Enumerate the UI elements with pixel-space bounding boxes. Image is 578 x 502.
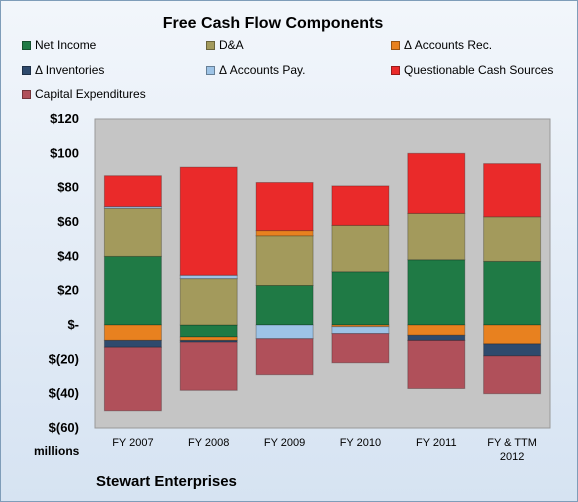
bar-segment-3-4 [407, 334, 466, 341]
bar-segment-1-0 [103, 207, 162, 257]
bar-segment-3-1 [179, 339, 238, 343]
bar-segment-6-1 [179, 341, 238, 391]
y-tick-label: $120 [50, 111, 79, 126]
legend-item-accounts-rec: Δ Accounts Rec. [391, 38, 492, 52]
legend-item-inventories: Δ Inventories [22, 63, 104, 77]
legend-label: Net Income [35, 38, 97, 52]
bar-segment-6-5 [483, 355, 542, 395]
bar-segment-1-2 [255, 235, 314, 286]
bar-segment-4-3 [331, 326, 390, 335]
legend-swatch [22, 89, 31, 99]
y-tick-label: $(20) [49, 351, 79, 366]
y-axis: $120 $100 $80 $60 $40 $20 $- $(20) $(40) $(60) [49, 111, 79, 435]
bar-segment-3-0 [103, 339, 162, 348]
bar-segment-6-4 [407, 339, 466, 389]
y-tick-label: $100 [50, 145, 79, 160]
bar-segment-2-1 [179, 336, 238, 341]
bar-segment-4-2 [255, 324, 314, 340]
bar-segment-5-5 [483, 163, 542, 218]
bar-segment-0-3 [331, 271, 390, 326]
legend-label: Questionable Cash Sources [404, 63, 554, 77]
legend-swatch [206, 65, 215, 75]
bar-segment-5-4 [407, 152, 466, 214]
chart-title: Free Cash Flow Components [162, 15, 384, 32]
legend-label: Capital Expenditures [35, 87, 146, 101]
bar-segment-6-3 [331, 333, 390, 364]
bar-segment-0-4 [407, 259, 466, 326]
bar-segment-1-5 [483, 216, 542, 262]
bar-segment-0-0 [103, 255, 162, 326]
legend-label: Δ Inventories [35, 63, 105, 77]
x-tick-label: FY 2007 [112, 437, 153, 449]
bar-segment-1-1 [179, 278, 238, 326]
x-tick-label: FY 2010 [340, 437, 381, 449]
y-tick-label: $(60) [49, 420, 79, 435]
legend-swatch [391, 65, 400, 75]
x-tick-label: FY 2008 [188, 437, 229, 449]
company-label: Stewart Enterprises [96, 473, 237, 490]
bar-segment-6-2 [255, 338, 314, 376]
bars-layer [103, 152, 542, 412]
legend-item-accounts-pay: Δ Accounts Pay. [206, 63, 306, 77]
legend-item-da: D&A [206, 38, 244, 52]
x-tick-label: FY & TTM 2012 [487, 437, 537, 463]
y-tick-label: $60 [57, 214, 79, 229]
bar-segment-5-1 [179, 166, 238, 276]
y-tick-label: $80 [57, 180, 79, 195]
legend-item-net-income: Net Income [22, 38, 96, 52]
bar-segment-3-5 [483, 343, 542, 357]
bar-segment-6-0 [103, 346, 162, 412]
legend-swatch [206, 40, 215, 50]
units-label: millions [34, 444, 80, 458]
bar-segment-2-4 [407, 324, 466, 336]
y-tick-label: $20 [57, 283, 79, 298]
bar-segment-5-0 [103, 175, 162, 208]
legend-item-questionable-cash: Questionable Cash Sources [391, 63, 553, 77]
y-tick-label: $- [67, 317, 79, 332]
x-axis: FY 2007 FY 2008 FY 2009 FY 2010 FY 2011 FY & … [112, 437, 537, 463]
legend-label: Δ Accounts Pay. [219, 63, 306, 77]
bar-segment-0-2 [255, 285, 314, 326]
bar-segment-5-2 [255, 182, 314, 232]
legend-swatch [22, 40, 31, 50]
legend-swatch [391, 40, 400, 50]
bar-segment-5-3 [331, 185, 390, 226]
y-tick-label: $40 [57, 248, 79, 263]
bar-segment-2-5 [483, 324, 542, 345]
legend-label: Δ Accounts Rec. [404, 38, 493, 52]
bar-segment-0-1 [179, 324, 238, 338]
x-tick-label: FY 2009 [264, 437, 305, 449]
legend-swatch [22, 65, 31, 75]
legend-item-capex: Capital Expenditures [22, 87, 146, 101]
x-tick-label: FY 2011 [416, 437, 457, 449]
bar-segment-2-0 [103, 324, 162, 341]
plot-area [94, 118, 551, 429]
legend-label: D&A [219, 38, 244, 52]
y-tick-label: $(40) [49, 386, 79, 401]
bar-segment-1-3 [331, 224, 390, 273]
bar-segment-2-2 [255, 230, 314, 237]
bar-segment-1-4 [407, 212, 466, 261]
bar-segment-4-0 [103, 206, 162, 209]
bar-segment-0-5 [483, 261, 542, 326]
